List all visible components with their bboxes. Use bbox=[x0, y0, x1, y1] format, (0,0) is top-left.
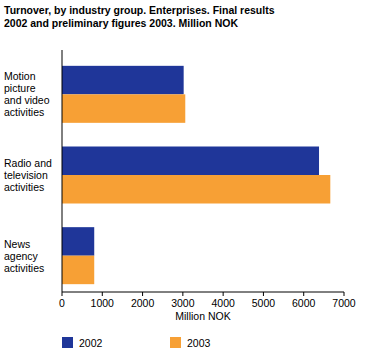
category-line: activities bbox=[4, 106, 44, 118]
category-label: Motionpictureand videoactivities bbox=[4, 70, 50, 118]
x-tick-label: 2000 bbox=[131, 297, 155, 309]
category-line: activities bbox=[4, 262, 44, 274]
bar bbox=[62, 147, 319, 176]
x-tick-label: 4000 bbox=[211, 297, 235, 309]
legend-swatch bbox=[170, 337, 181, 348]
x-tick-label: 1000 bbox=[91, 297, 115, 309]
bar bbox=[62, 256, 94, 285]
category-label: Newsagencyactivities bbox=[4, 238, 44, 274]
legend-label: 2003 bbox=[187, 337, 211, 349]
x-tick bbox=[62, 292, 63, 296]
category-line: television bbox=[4, 169, 48, 181]
x-axis-line bbox=[62, 292, 344, 293]
y-axis-line bbox=[62, 50, 63, 292]
category-line: activities bbox=[4, 181, 44, 193]
bar bbox=[62, 227, 94, 256]
category-line: Radio and bbox=[4, 157, 52, 169]
bar bbox=[62, 66, 184, 95]
category-line: News bbox=[4, 238, 30, 250]
x-tick-label: 6000 bbox=[292, 297, 316, 309]
bar bbox=[62, 94, 185, 123]
x-tick bbox=[344, 292, 345, 296]
category-line: agency bbox=[4, 250, 39, 262]
category-label: Radio andtelevisionactivities bbox=[4, 157, 52, 193]
legend-label: 2002 bbox=[79, 337, 103, 349]
chart: Turnover, by industry group. Enterprises… bbox=[0, 0, 373, 355]
category-line: picture bbox=[4, 82, 36, 94]
title-line: 2002 and preliminary figures 2003. Milli… bbox=[4, 17, 238, 29]
x-tick-label: 7000 bbox=[332, 297, 356, 309]
bar bbox=[62, 175, 330, 204]
x-tick bbox=[223, 292, 224, 296]
title-line: Turnover, by industry group. Enterprises… bbox=[4, 4, 275, 16]
x-tick-label: 5000 bbox=[252, 297, 276, 309]
x-axis-label: Million NOK bbox=[175, 310, 230, 322]
x-tick bbox=[102, 292, 103, 296]
x-tick-label: 3000 bbox=[171, 297, 195, 309]
x-tick bbox=[303, 292, 304, 296]
category-line: and video bbox=[4, 94, 50, 106]
category-line: Motion bbox=[4, 70, 36, 82]
x-tick bbox=[142, 292, 143, 296]
legend-swatch bbox=[62, 337, 73, 348]
title: Turnover, by industry group. Enterprises… bbox=[4, 4, 275, 29]
x-tick bbox=[263, 292, 264, 296]
x-tick-label: 0 bbox=[59, 297, 65, 309]
x-tick bbox=[182, 292, 183, 296]
